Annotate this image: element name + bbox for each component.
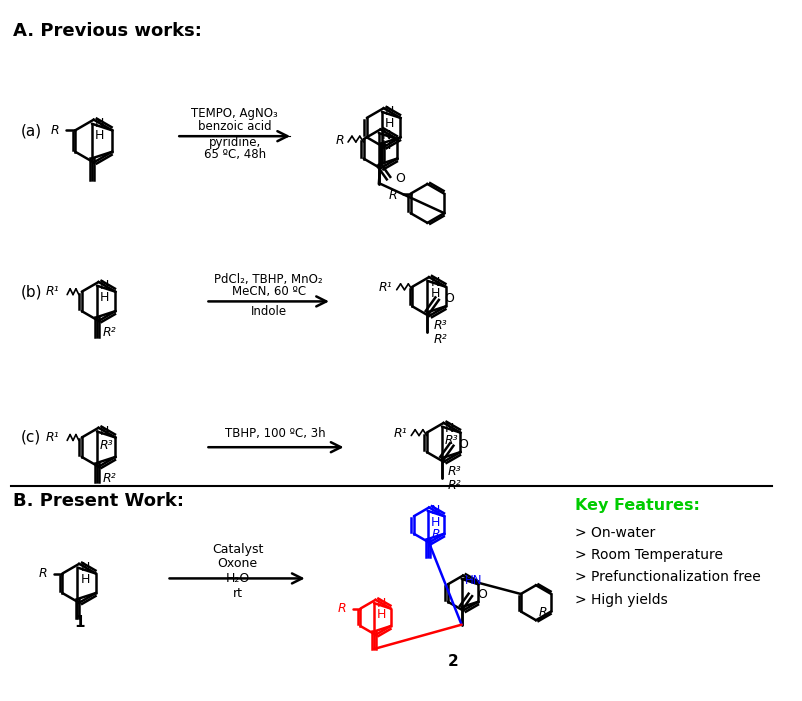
Text: N: N [430, 276, 439, 290]
Text: Indole: Indole [250, 305, 286, 318]
Text: R³: R³ [433, 320, 446, 332]
Text: benzoic acid: benzoic acid [197, 120, 271, 133]
Text: Oxone: Oxone [217, 557, 257, 571]
Text: R¹: R¹ [46, 431, 59, 444]
Text: H₂O: H₂O [225, 572, 249, 585]
Text: R²: R² [448, 479, 461, 492]
Text: PdCl₂, TBHP, MnO₂: PdCl₂, TBHP, MnO₂ [214, 273, 322, 285]
Text: R: R [335, 134, 344, 147]
Text: R²: R² [433, 333, 446, 346]
Text: N: N [95, 117, 104, 130]
Text: Key Features:: Key Features: [574, 498, 699, 513]
Text: N: N [384, 105, 394, 118]
Text: HN: HN [464, 574, 481, 587]
Text: (a): (a) [21, 124, 42, 139]
Text: rt: rt [233, 587, 242, 599]
Text: N: N [444, 422, 454, 435]
Text: R²: R² [103, 326, 116, 339]
Text: H: H [99, 291, 109, 304]
Text: 2: 2 [448, 653, 458, 669]
Text: 65 ºC, 48h: 65 ºC, 48h [204, 148, 265, 161]
Text: B. Present Work:: B. Present Work: [13, 491, 184, 510]
Text: N: N [99, 425, 109, 438]
Text: N: N [99, 279, 109, 292]
Text: Catalyst: Catalyst [212, 543, 263, 556]
Text: N: N [381, 128, 391, 142]
Text: O: O [395, 172, 405, 184]
Text: TBHP, 100 ºC, 3h: TBHP, 100 ºC, 3h [225, 427, 326, 440]
Text: O: O [476, 588, 486, 601]
Text: H: H [384, 117, 394, 130]
Text: (b): (b) [21, 284, 43, 299]
Text: R: R [51, 124, 59, 137]
Text: O: O [458, 438, 468, 451]
Text: pyridine,: pyridine, [209, 137, 261, 149]
Text: R¹: R¹ [46, 285, 59, 298]
Text: R³: R³ [448, 465, 461, 478]
Text: N: N [430, 504, 439, 517]
Text: R: R [538, 606, 547, 619]
Text: H: H [95, 129, 104, 142]
Text: A. Previous works:: A. Previous works: [13, 22, 201, 40]
Text: > Prefunctionalization free: > Prefunctionalization free [574, 571, 759, 585]
Text: R³: R³ [444, 434, 458, 447]
Text: H: H [430, 516, 439, 529]
Text: (c): (c) [21, 430, 41, 445]
Text: R: R [39, 567, 47, 580]
Text: 1: 1 [74, 615, 84, 629]
Text: R: R [338, 602, 346, 615]
Text: H: H [381, 139, 391, 152]
Text: R³: R³ [99, 439, 113, 451]
Text: R¹: R¹ [393, 427, 407, 440]
Text: > On-water: > On-water [574, 526, 654, 540]
Text: MeCN, 60 ºC: MeCN, 60 ºC [231, 285, 306, 298]
Text: > High yields: > High yields [574, 593, 666, 607]
Text: TEMPO, AgNO₃: TEMPO, AgNO₃ [191, 107, 277, 121]
Text: H: H [80, 573, 90, 586]
Text: > Room Temperature: > Room Temperature [574, 548, 722, 562]
Text: N: N [80, 561, 90, 574]
Text: O: O [444, 292, 453, 305]
Text: R: R [431, 528, 440, 541]
Text: H: H [430, 287, 439, 300]
Text: H: H [377, 608, 386, 621]
Text: R²: R² [103, 472, 116, 485]
Text: N: N [377, 597, 386, 610]
Text: R¹: R¹ [379, 281, 392, 294]
Text: R: R [388, 189, 396, 202]
